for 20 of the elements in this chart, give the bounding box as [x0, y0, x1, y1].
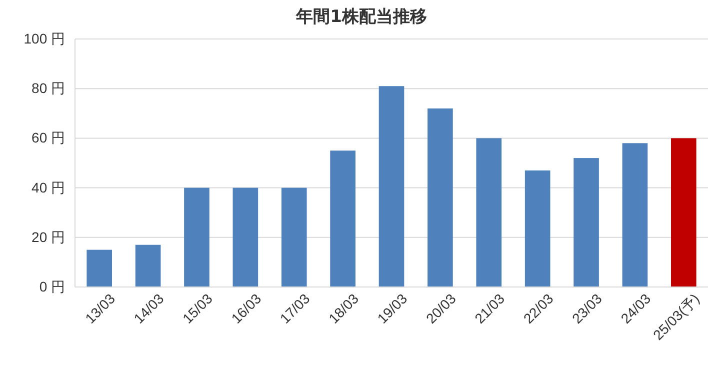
y-tick-label: 100 円 — [24, 30, 65, 46]
bar — [622, 143, 648, 287]
bar — [670, 138, 696, 287]
bar — [135, 244, 161, 287]
bar — [281, 188, 307, 287]
y-tick-label: 80 円 — [32, 80, 65, 96]
bar — [330, 150, 356, 287]
bar — [574, 158, 599, 287]
y-tick-label: 0 円 — [39, 278, 65, 294]
bar — [476, 138, 502, 287]
bar — [428, 108, 453, 287]
bar — [524, 170, 550, 287]
bar — [378, 86, 404, 287]
y-tick-label: 40 円 — [32, 179, 65, 196]
bar — [184, 188, 210, 287]
y-tick-label: 20 円 — [32, 228, 65, 245]
y-tick-label: 60 円 — [32, 130, 65, 146]
bar — [86, 250, 112, 287]
bar — [232, 188, 258, 287]
chart-title: 年間1株配当推移 — [295, 7, 427, 27]
